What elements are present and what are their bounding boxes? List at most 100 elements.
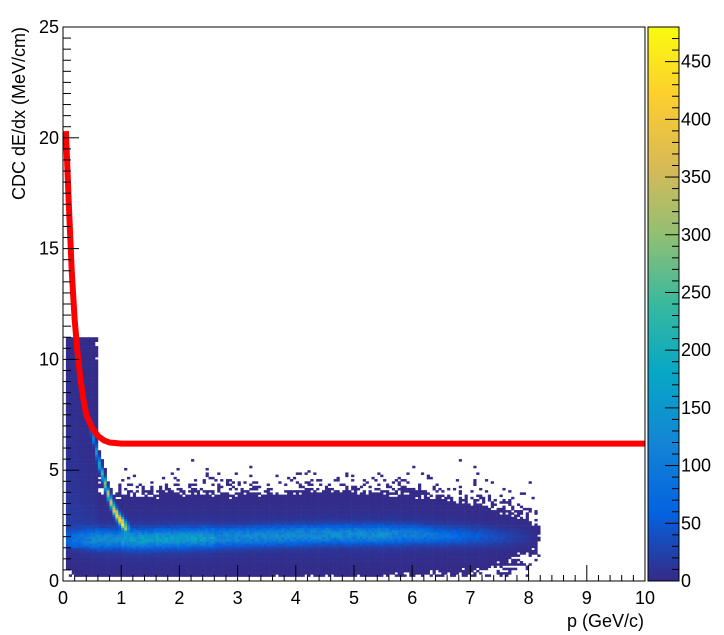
heatmap-cell: [257, 574, 262, 577]
heatmap-cell: [249, 512, 253, 515]
heatmap-cell: [77, 552, 81, 555]
heatmap-cell: [89, 487, 93, 491]
heatmap-cell: [339, 516, 343, 520]
heatmap-cell: [257, 532, 262, 535]
heatmap-cell: [342, 541, 346, 544]
heatmap-cell: [89, 401, 93, 405]
heatmap-cell: [246, 521, 250, 524]
heatmap-cell: [225, 567, 230, 571]
heatmap-cell: [100, 481, 105, 484]
heatmap-cell: [231, 563, 235, 566]
heatmap-cell: [330, 536, 334, 540]
heatmap-cell: [298, 543, 302, 546]
heatmap-cell: [257, 543, 262, 546]
heatmap-cell: [71, 518, 75, 522]
heatmap-cell: [170, 534, 174, 537]
heatmap-cell: [243, 514, 247, 518]
heatmap-cell: [330, 512, 334, 515]
heatmap-cell: [103, 534, 107, 537]
heatmap-cell: [255, 503, 259, 506]
heatmap-cell: [182, 505, 186, 509]
heatmap-cell: [80, 408, 84, 411]
heatmap-cell: [365, 494, 369, 498]
heatmap-cell: [86, 505, 90, 509]
heatmap-cell: [266, 492, 270, 495]
heatmap-cell: [71, 348, 75, 351]
heatmap-cell: [240, 532, 244, 535]
heatmap-cell: [220, 525, 224, 529]
heatmap-cell: [106, 530, 110, 533]
heatmap-cell: [124, 494, 128, 498]
heatmap-cell: [255, 563, 259, 566]
heatmap-cell: [68, 505, 73, 509]
heatmap-cell: [124, 523, 128, 526]
heatmap-cell: [214, 479, 218, 482]
heatmap-cell: [161, 561, 166, 564]
heatmap-cell: [83, 556, 87, 560]
heatmap-cell: [319, 532, 323, 535]
heatmap-cell: [68, 532, 73, 535]
heatmap-cell: [272, 569, 276, 573]
heatmap-cell: [284, 567, 288, 571]
heatmap-cell: [95, 339, 99, 342]
heatmap-cell: [86, 352, 90, 356]
heatmap-cell: [80, 532, 84, 535]
heatmap-cell: [109, 541, 113, 544]
heatmap-cell: [365, 503, 369, 506]
heatmap-cell: [68, 454, 73, 458]
heatmap-cell: [103, 505, 107, 509]
heatmap-cell: [65, 483, 70, 487]
heatmap-cell: [65, 348, 70, 351]
heatmap-cell: [304, 525, 308, 529]
heatmap-cell: [243, 507, 247, 511]
heatmap-cell: [281, 499, 285, 502]
heatmap-cell: [103, 569, 107, 573]
heatmap-cell: [65, 552, 70, 555]
heatmap-cell: [71, 545, 75, 549]
heatmap-cell: [348, 543, 352, 546]
heatmap-cell: [298, 505, 302, 509]
heatmap-cell: [112, 569, 116, 573]
heatmap-cell: [65, 518, 70, 522]
heatmap-cell: [89, 363, 93, 367]
heatmap-cell: [159, 536, 163, 540]
heatmap-cell: [365, 514, 369, 518]
heatmap-cell: [68, 370, 73, 373]
heatmap-cell: [71, 474, 75, 478]
heatmap-cell: [345, 507, 349, 511]
heatmap-cell: [307, 503, 311, 506]
heatmap-cell: [249, 549, 253, 553]
heatmap-cell: [173, 569, 177, 573]
heatmap-cell: [252, 487, 256, 491]
heatmap-cell: [292, 532, 297, 535]
heatmap-cell: [92, 545, 96, 549]
heatmap-cell: [339, 532, 343, 535]
heatmap-cell: [74, 394, 78, 398]
heatmap-cell: [345, 543, 349, 546]
heatmap-cell: [83, 563, 87, 566]
heatmap-cell: [74, 561, 78, 564]
heatmap-cell: [374, 543, 378, 546]
heatmap-cell: [86, 448, 90, 451]
heatmap-cell: [127, 538, 131, 542]
heatmap-cell: [65, 474, 70, 478]
heatmap-cell: [333, 549, 337, 553]
heatmap-cell: [185, 538, 189, 542]
heatmap-cell: [281, 569, 285, 573]
heatmap-cell: [237, 541, 241, 544]
heatmap-cell: [86, 452, 90, 455]
heatmap-cell: [272, 503, 276, 506]
heatmap-cell: [77, 536, 81, 540]
heatmap-cell: [351, 518, 355, 522]
heatmap-cell: [150, 527, 154, 531]
heatmap-cell: [95, 374, 99, 378]
heatmap-cell: [86, 574, 90, 577]
heatmap-cell: [153, 516, 157, 520]
heatmap-cell: [95, 483, 99, 487]
heatmap-cell: [365, 558, 369, 562]
heatmap-cell: [354, 532, 358, 535]
heatmap-cell: [147, 492, 151, 495]
heatmap-cell: [301, 545, 305, 549]
heatmap-cell: [240, 541, 244, 544]
heatmap-cell: [77, 572, 81, 575]
